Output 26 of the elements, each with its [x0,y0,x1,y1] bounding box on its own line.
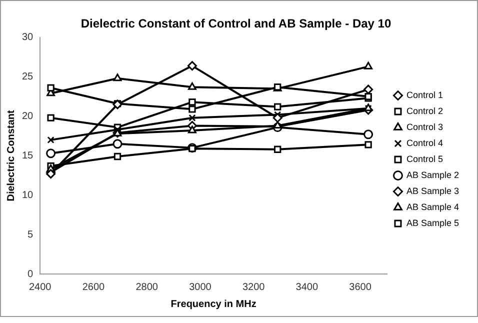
legend-label: AB Sample 3 [406,186,460,196]
legend-label: Control 1 [406,90,444,100]
chart-title: Dielectric Constant of Control and AB Sample - Day 10 [80,16,392,31]
y-tick-label: 5 [28,229,34,240]
x-tick-label: 3200 [242,282,266,293]
x-tick-label: 3400 [296,282,318,293]
y-tick-label: 10 [22,190,34,201]
legend-label: Control 2 [406,106,444,116]
y-tick-label: 20 [22,111,34,122]
y-tick-label: 30 [22,32,34,44]
legend-label: Control 5 [406,154,444,164]
legend-label: AB Sample 2 [406,170,460,180]
x-axis-title: Frequency in MHz [170,298,256,310]
x-tick-label: 2800 [136,282,158,293]
legend-label: Control 3 [406,122,444,132]
y-tick-label: 0 [28,268,34,280]
x-tick-label: 2400 [29,282,52,293]
x-tick-label: 3600 [349,282,372,293]
legend-label: AB Sample 5 [406,218,460,228]
x-tick-label: 2600 [82,282,106,293]
y-axis-title: Dielectric Constant [6,109,17,202]
legend-label: Control 4 [406,138,444,148]
y-tick-label: 25 [22,72,34,83]
x-tick-label: 3000 [189,282,212,293]
y-tick-label: 15 [22,150,34,162]
legend-label: AB Sample 4 [406,202,460,212]
